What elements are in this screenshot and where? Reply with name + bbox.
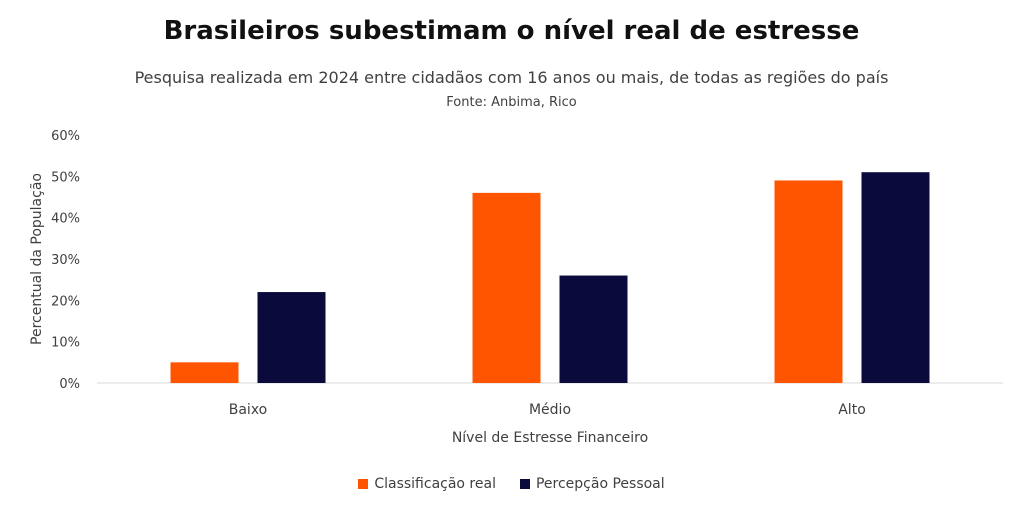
y-tick-label: 10% — [51, 336, 80, 351]
x-tick-label: Baixo — [229, 402, 268, 418]
y-tick-label: 20% — [51, 294, 80, 309]
chart-source: Fonte: Anbima, Rico — [446, 95, 577, 110]
legend-swatch — [519, 479, 530, 489]
y-tick-label: 30% — [51, 253, 80, 268]
legend-label: Classificação real — [374, 476, 496, 492]
bar-classificacao-real — [170, 362, 239, 383]
bar-percepcao-pessoal — [257, 292, 326, 383]
legend-swatch — [358, 479, 369, 489]
chart-title: Brasileiros subestimam o nível real de e… — [163, 16, 860, 46]
legend-label: Percepção Pessoal — [535, 476, 665, 492]
bar-classificacao-real — [774, 180, 843, 383]
chart-subtitle: Pesquisa realizada em 2024 entre cidadão… — [134, 68, 889, 87]
x-axis-title: Nível de Estresse Financeiro — [452, 430, 648, 446]
legend-item-classificacao-real: Classificação real — [358, 476, 496, 492]
x-tick-label: Alto — [838, 402, 866, 418]
y-tick-label: 60% — [51, 129, 80, 144]
y-tick-label: 50% — [51, 170, 80, 185]
y-axis-title: Percentual da População — [29, 173, 45, 345]
bar-percepcao-pessoal — [861, 172, 930, 383]
y-tick-label: 0% — [59, 377, 80, 392]
y-tick-label: 40% — [51, 212, 80, 227]
legend-item-percepcao-pessoal: Percepção Pessoal — [519, 476, 665, 492]
bar-percepcao-pessoal — [559, 275, 628, 383]
legend: Classificação real Percepção Pessoal — [0, 476, 1023, 492]
x-tick-label: Médio — [529, 402, 571, 418]
bar-classificacao-real — [472, 192, 541, 383]
